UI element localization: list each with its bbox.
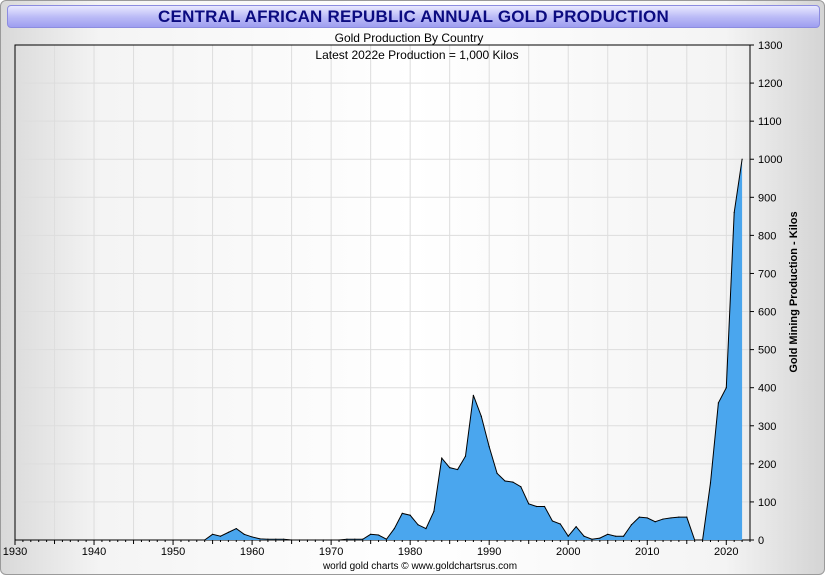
chart-subtitle: Gold Production By Country — [335, 31, 484, 45]
data-point-1994 — [520, 486, 522, 488]
data-point-1963 — [275, 538, 277, 540]
data-point-1999 — [559, 523, 561, 525]
axes: 0 100 200 300 400 500 600 700 800 900 1000 1100 1200… — [3, 40, 783, 558]
data-point-1990 — [488, 446, 490, 448]
data-point-2006 — [615, 535, 617, 537]
title-bar: CENTRAL AFRICAN REPUBLIC ANNUAL GOLD PRO… — [7, 5, 820, 28]
x-tick-label: 1970 — [319, 546, 343, 558]
data-point-2011 — [654, 521, 656, 523]
x-tick-label: 1960 — [240, 546, 264, 558]
data-point-2018 — [709, 482, 712, 484]
data-point-2022 — [741, 158, 743, 160]
y-tick-label: 700 — [758, 268, 776, 280]
y-tick-label: 300 — [758, 421, 776, 433]
data-point-2004 — [599, 537, 601, 539]
data-point-1989 — [480, 415, 482, 417]
data-point-1983 — [433, 510, 435, 513]
x-tick-label: 1930 — [3, 546, 27, 558]
data-point-2000 — [567, 535, 569, 537]
data-point-2005 — [607, 533, 609, 535]
y-tick-label: 500 — [758, 345, 776, 357]
data-point-1977 — [385, 538, 388, 540]
y-tick-label: 0 — [758, 535, 764, 547]
data-point-1956 — [219, 535, 222, 537]
series-area-fill — [204, 159, 743, 541]
data-point-1974 — [362, 538, 364, 540]
data-point-2013 — [670, 517, 672, 519]
y-tick-label: 1300 — [758, 40, 782, 52]
data-point-1961 — [259, 538, 261, 540]
data-point-1964 — [283, 538, 285, 540]
data-point-2002 — [583, 535, 585, 537]
data-point-1979 — [401, 512, 403, 514]
data-point-2007 — [622, 535, 625, 537]
data-point-1987 — [464, 455, 467, 457]
data-point-2019 — [717, 402, 719, 404]
data-point-1993 — [512, 481, 514, 483]
y-tick-label: 1200 — [758, 78, 782, 90]
data-point-2020 — [725, 387, 727, 389]
data-point-1982 — [425, 527, 427, 530]
data-point-1992 — [504, 480, 506, 482]
chart-annotation: Latest 2022e Production = 1,000 Kilos — [315, 48, 518, 62]
data-point-1986 — [456, 468, 459, 471]
data-point-1962 — [267, 538, 269, 540]
data-point-1984 — [441, 457, 443, 459]
data-point-1959 — [243, 533, 245, 535]
y-tick-label: 1000 — [758, 154, 782, 166]
data-point-2021 — [733, 211, 735, 214]
chart-title: CENTRAL AFRICAN REPUBLIC ANNUAL GOLD PRO… — [158, 7, 669, 26]
data-point-1957 — [227, 531, 229, 533]
data-point-1973 — [354, 538, 356, 540]
data-point-1972 — [346, 538, 348, 540]
data-point-1960 — [251, 536, 253, 538]
data-point-1996 — [536, 505, 538, 508]
data-point-1995 — [528, 503, 530, 505]
series-area — [204, 158, 743, 541]
y-tick-label: 100 — [758, 497, 776, 509]
data-point-1998 — [551, 520, 554, 522]
x-tick-label: 1990 — [477, 546, 501, 558]
data-point-2014 — [678, 516, 680, 518]
data-point-1988 — [472, 394, 474, 396]
data-point-1978 — [393, 527, 395, 530]
data-point-2015 — [686, 516, 688, 518]
x-tick-label: 1980 — [398, 546, 422, 558]
y-tick-label: 800 — [758, 230, 776, 242]
x-tick-label: 2010 — [635, 546, 659, 558]
y-tick-label: 600 — [758, 307, 776, 319]
x-tick-label: 2000 — [556, 546, 580, 558]
data-point-2001 — [575, 526, 577, 528]
y-tick-label: 400 — [758, 383, 776, 395]
data-point-1975 — [370, 533, 372, 535]
data-point-2009 — [638, 516, 640, 518]
grid-lines — [15, 45, 750, 540]
y-tick-label: 1100 — [758, 116, 782, 128]
y-tick-label: 900 — [758, 192, 776, 204]
chart-credit: world gold charts © www.goldchartsrus.co… — [322, 561, 517, 572]
data-point-1991 — [496, 472, 498, 474]
x-tick-label: 1950 — [161, 546, 185, 558]
data-point-2010 — [646, 517, 648, 519]
data-point-1955 — [211, 533, 214, 535]
x-tick-label: 2020 — [714, 546, 738, 558]
data-point-1980 — [409, 514, 411, 516]
data-point-2008 — [630, 524, 633, 526]
data-point-2003 — [591, 538, 593, 540]
data-point-2012 — [662, 518, 664, 520]
data-point-1997 — [543, 505, 546, 508]
data-point-1958 — [235, 527, 237, 530]
y-tick-label: 200 — [758, 459, 776, 471]
data-point-1985 — [449, 467, 451, 469]
data-point-1976 — [377, 534, 380, 536]
data-point-1981 — [417, 524, 419, 526]
y-axis-title: Gold Mining Production - Kilos — [788, 211, 800, 372]
x-tick-label: 1940 — [82, 546, 106, 558]
plot-area — [14, 44, 751, 541]
